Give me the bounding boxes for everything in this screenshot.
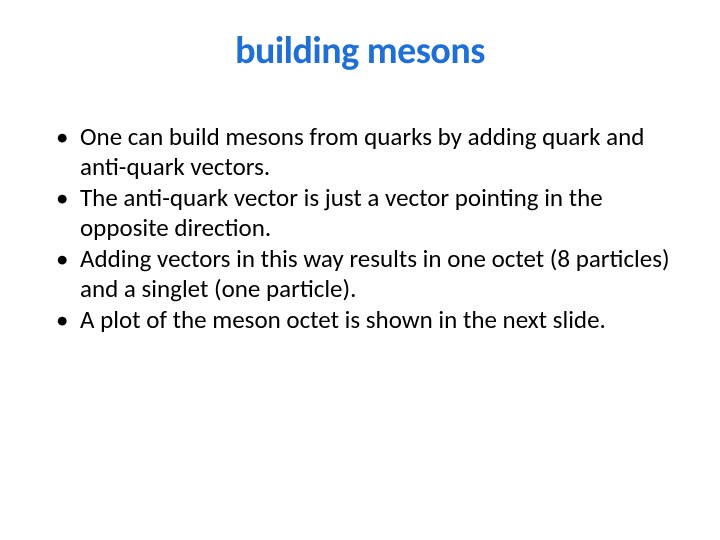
bullet-list: One can build mesons from quarks by addi…: [50, 122, 670, 335]
bullet-text: One can build mesons from quarks by addi…: [80, 121, 644, 182]
list-item: Adding vectors in this way results in on…: [50, 244, 670, 303]
slide: building mesons One can build mesons fro…: [0, 0, 720, 540]
bullet-text: The anti-quark vector is just a vector p…: [80, 182, 603, 243]
bullet-text: Adding vectors in this way results in on…: [80, 243, 670, 304]
bullet-text: A plot of the meson octet is shown in th…: [80, 304, 606, 335]
list-item: The anti-quark vector is just a vector p…: [50, 183, 670, 242]
list-item: One can build mesons from quarks by addi…: [50, 122, 670, 181]
slide-title: building mesons: [50, 28, 670, 74]
list-item: A plot of the meson octet is shown in th…: [50, 305, 670, 335]
